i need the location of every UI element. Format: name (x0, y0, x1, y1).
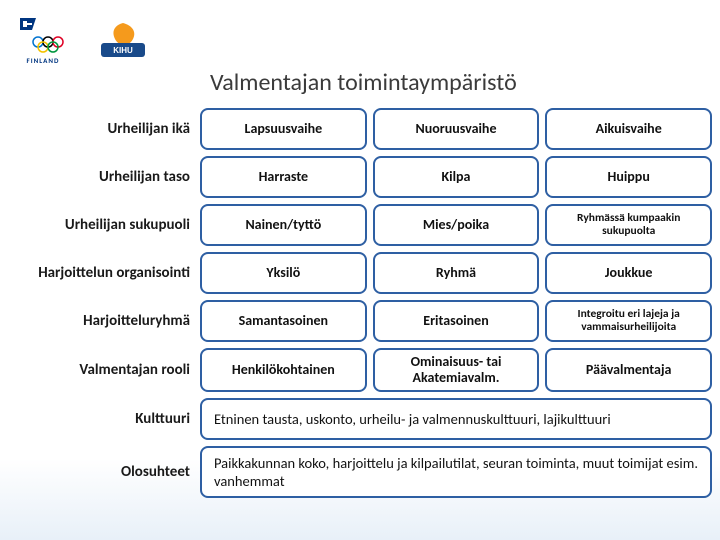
row-label: Urheilijan sukupuoli (8, 204, 200, 246)
matrix-cell: Harraste (200, 156, 367, 198)
logo-olympic: FINLAND (8, 10, 78, 70)
matrix-row: OlosuhteetPaikkakunnan koko, harjoittelu… (8, 446, 712, 498)
row-label: Kulttuuri (8, 398, 200, 440)
matrix-cell: Samantasoinen (200, 300, 367, 342)
row-cells: Nainen/tyttöMies/poikaRyhmässä kumpaakin… (200, 204, 712, 246)
row-cells: SamantasoinenEritasoinenIntegroitu eri l… (200, 300, 712, 342)
matrix-cell: Mies/poika (373, 204, 540, 246)
matrix-row: Harjoittelun organisointiYksilöRyhmäJouk… (8, 252, 712, 294)
row-cells: YksilöRyhmäJoukkue (200, 252, 712, 294)
matrix-cell: Integroitu eri lajeja ja vammaisurheilij… (545, 300, 712, 342)
matrix-cell: Etninen tausta, uskonto, urheilu- ja val… (200, 398, 712, 440)
matrix-cell: Henkilökohtainen (200, 348, 367, 392)
logo-olympic-caption: FINLAND (27, 56, 60, 65)
matrix-row: HarjoitteluryhmäSamantasoinenEritasoinen… (8, 300, 712, 342)
matrix-cell: Joukkue (545, 252, 712, 294)
logo-bar: FINLAND KIHU (8, 10, 158, 70)
matrix-cell: Nuoruusvaihe (373, 108, 540, 150)
row-cells: LapsuusvaiheNuoruusvaiheAikuisvaihe (200, 108, 712, 150)
matrix-cell: Aikuisvaihe (545, 108, 712, 150)
page-title: Valmentajan toimintaympäristö (210, 68, 517, 97)
row-label: Urheilijan taso (8, 156, 200, 198)
matrix-cell: Lapsuusvaihe (200, 108, 367, 150)
matrix-row: Urheilijan ikäLapsuusvaiheNuoruusvaiheAi… (8, 108, 712, 150)
row-label: Urheilijan ikä (8, 108, 200, 150)
matrix-row: KulttuuriEtninen tausta, uskonto, urheil… (8, 398, 712, 440)
matrix-cell: Ominaisuus- tai Akatemiavalm. (373, 348, 540, 392)
matrix-row: Urheilijan tasoHarrasteKilpaHuippu (8, 156, 712, 198)
row-label: Olosuhteet (8, 446, 200, 498)
logo-kihu-text: KIHU (113, 46, 133, 55)
row-cells: Paikkakunnan koko, harjoittelu ja kilpai… (200, 446, 712, 498)
matrix-cell: Kilpa (373, 156, 540, 198)
row-cells: Etninen tausta, uskonto, urheilu- ja val… (200, 398, 712, 440)
matrix-cell: Huippu (545, 156, 712, 198)
matrix-cell: Ryhmä (373, 252, 540, 294)
matrix-cell: Päävalmentaja (545, 348, 712, 392)
logo-kihu: KIHU (88, 10, 158, 70)
matrix-row: Urheilijan sukupuoliNainen/tyttöMies/poi… (8, 204, 712, 246)
matrix-cell: Ryhmässä kumpaakin sukupuolta (545, 204, 712, 246)
matrix-grid: Urheilijan ikäLapsuusvaiheNuoruusvaiheAi… (8, 108, 712, 504)
matrix-cell: Yksilö (200, 252, 367, 294)
row-cells: HenkilökohtainenOminaisuus- tai Akatemia… (200, 348, 712, 392)
matrix-cell: Paikkakunnan koko, harjoittelu ja kilpai… (200, 446, 712, 498)
row-label: Harjoitteluryhmä (8, 300, 200, 342)
row-cells: HarrasteKilpaHuippu (200, 156, 712, 198)
matrix-cell: Nainen/tyttö (200, 204, 367, 246)
matrix-row: Valmentajan rooliHenkilökohtainenOminais… (8, 348, 712, 392)
row-label: Harjoittelun organisointi (8, 252, 200, 294)
matrix-cell: Eritasoinen (373, 300, 540, 342)
row-label: Valmentajan rooli (8, 348, 200, 392)
